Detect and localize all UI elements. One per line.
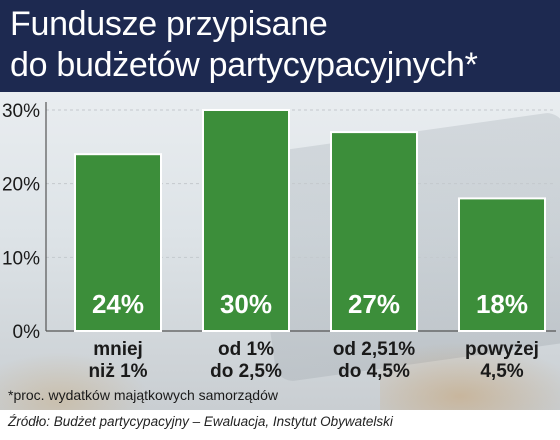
source-note: Źródło: Budżet partycypacyjny – Ewaluacj… — [8, 414, 393, 429]
chart-title: Fundusze przypisane do budżetów partycyp… — [10, 4, 478, 86]
x-tick-label: od 1% — [218, 339, 274, 360]
x-tick-label: od 2,51% — [333, 339, 415, 360]
data-label: 18% — [476, 289, 528, 319]
footnote: *proc. wydatków majątkowych samorządów — [8, 387, 279, 403]
coins-background-image-left — [0, 352, 150, 410]
y-tick-label: 20% — [2, 175, 40, 196]
data-label: 30% — [220, 289, 272, 319]
title-banner: Fundusze przypisane do budżetów partycyp… — [0, 0, 560, 92]
y-tick-label: 10% — [2, 248, 40, 269]
bar — [330, 131, 418, 332]
footer — [0, 410, 560, 440]
x-tick-label: niż 1% — [88, 361, 147, 382]
coins-background-image — [380, 342, 560, 410]
y-tick-label: 0% — [13, 322, 41, 343]
x-tick-label: powyżej — [465, 339, 539, 360]
bar — [458, 197, 546, 332]
bar — [202, 109, 290, 332]
x-tick-label: mniej — [93, 339, 143, 360]
x-tick-label: do 4,5% — [338, 361, 410, 382]
y-tick-label: 30% — [2, 101, 40, 122]
chart-title-line-2: do budżetów partycypacyjnych* — [10, 46, 478, 84]
chart-title-line-1: Fundusze przypisane — [10, 5, 328, 43]
x-tick-label: do 2,5% — [210, 361, 282, 382]
data-label: 27% — [348, 289, 400, 319]
bar — [74, 153, 162, 332]
x-tick-label: 4,5% — [480, 361, 523, 382]
data-label: 24% — [92, 289, 144, 319]
